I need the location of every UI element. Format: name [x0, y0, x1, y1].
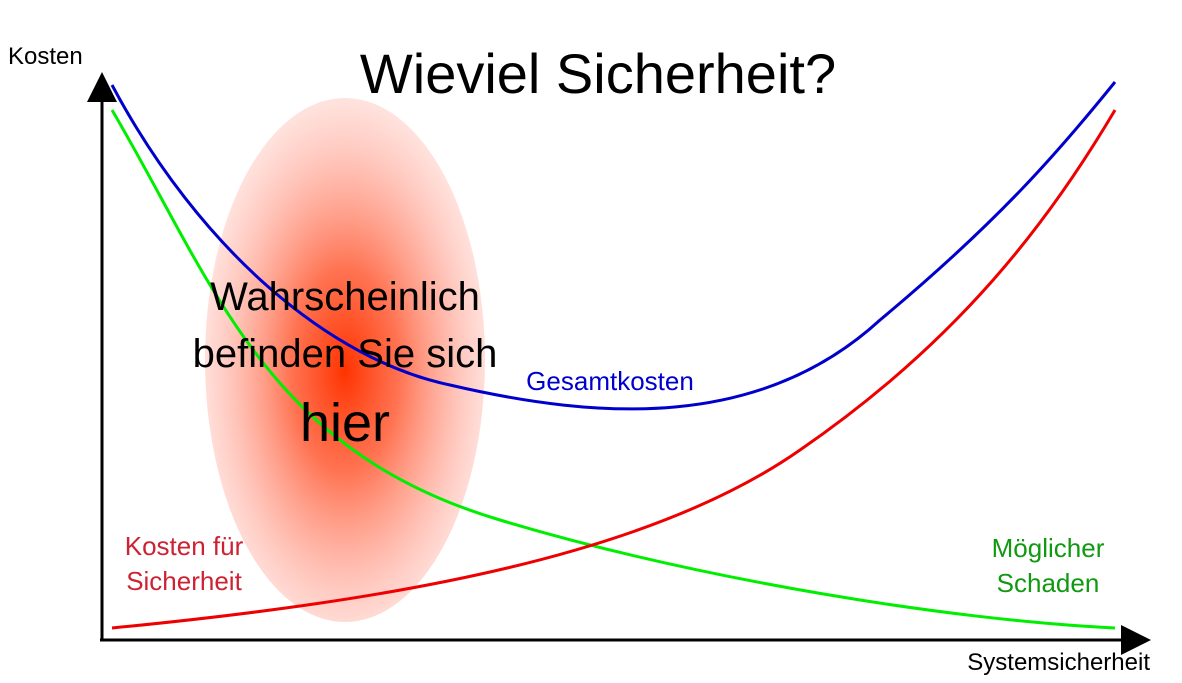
total-cost-label: Gesamtkosten — [526, 366, 694, 396]
callout-line-2: befinden Sie sich — [193, 332, 498, 376]
y-axis-label: Kosten — [8, 43, 83, 70]
damage-label-line-2: Schaden — [997, 568, 1100, 598]
security-cost-label-line-2: Sicherheit — [126, 566, 242, 596]
highlight-ellipse — [205, 98, 485, 622]
callout-line-1: Wahrscheinlich — [210, 275, 480, 319]
damage-label-line-1: Möglicher — [992, 533, 1105, 563]
security-cost-curve — [111, 109, 1117, 630]
x-axis-label: Systemsicherheit — [967, 649, 1150, 676]
security-cost-label-line-1: Kosten für — [125, 531, 244, 561]
slide-title: Wieviel Sicherheit? — [360, 42, 836, 105]
damage-curve — [110, 109, 1116, 630]
total-cost-curve — [110, 81, 1117, 411]
callout-line-3: hier — [300, 393, 390, 453]
